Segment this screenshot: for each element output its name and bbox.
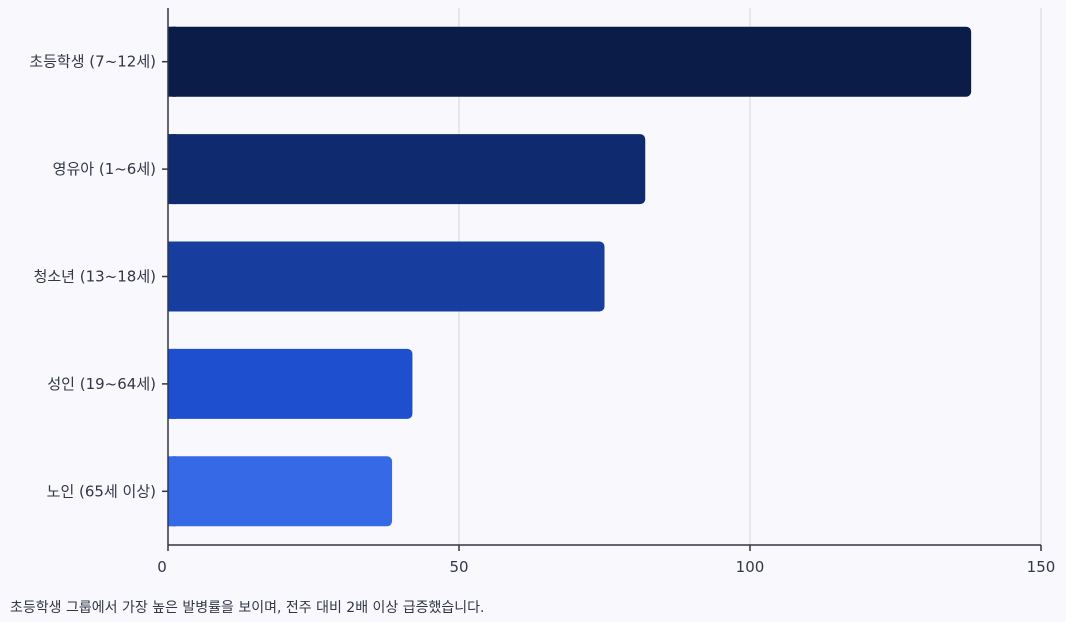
- bar-chart: 0 50 100 150 초등학생 (7~12세) 영유아 (1~6세) 청소년 (13~1…: [29, 8, 1055, 576]
- x-tick-label: 100: [736, 558, 765, 576]
- tick-labels: 0 50 100 150 초등학생 (7~12세) 영유아 (1~6세) 청소년 (13~1…: [29, 53, 1055, 576]
- bar-left-edge: [168, 456, 176, 527]
- bar: [168, 241, 605, 312]
- chart-canvas: 0 50 100 150 초등학생 (7~12세) 영유아 (1~6세) 청소년 (13~1…: [29, 8, 1055, 576]
- bar-left-edge: [168, 134, 176, 205]
- bar: [168, 348, 413, 419]
- chart-caption: 초등학생 그룹에서 가장 높은 발병률을 보이며, 전주 대비 2배 이상 급증…: [10, 600, 485, 616]
- y-tick-label: 영유아 (1~6세): [53, 160, 156, 178]
- y-tick-label: 청소년 (13~18세): [34, 268, 156, 286]
- bar: [168, 134, 646, 205]
- x-tick-label: 150: [1027, 558, 1056, 576]
- axes: [162, 8, 1042, 551]
- y-tick-label: 노인 (65세 이상): [47, 482, 156, 500]
- bars: [168, 26, 972, 527]
- x-tick-label: 50: [449, 558, 468, 576]
- bar: [168, 26, 972, 97]
- bar-left-edge: [168, 26, 176, 97]
- y-tick-label: 성인 (19~64세): [47, 375, 156, 393]
- bar-left-edge: [168, 241, 176, 312]
- y-tick-label: 초등학생 (7~12세): [29, 53, 156, 71]
- bar: [168, 456, 393, 527]
- bar-left-edge: [168, 348, 176, 419]
- x-tick-label: 0: [157, 558, 167, 576]
